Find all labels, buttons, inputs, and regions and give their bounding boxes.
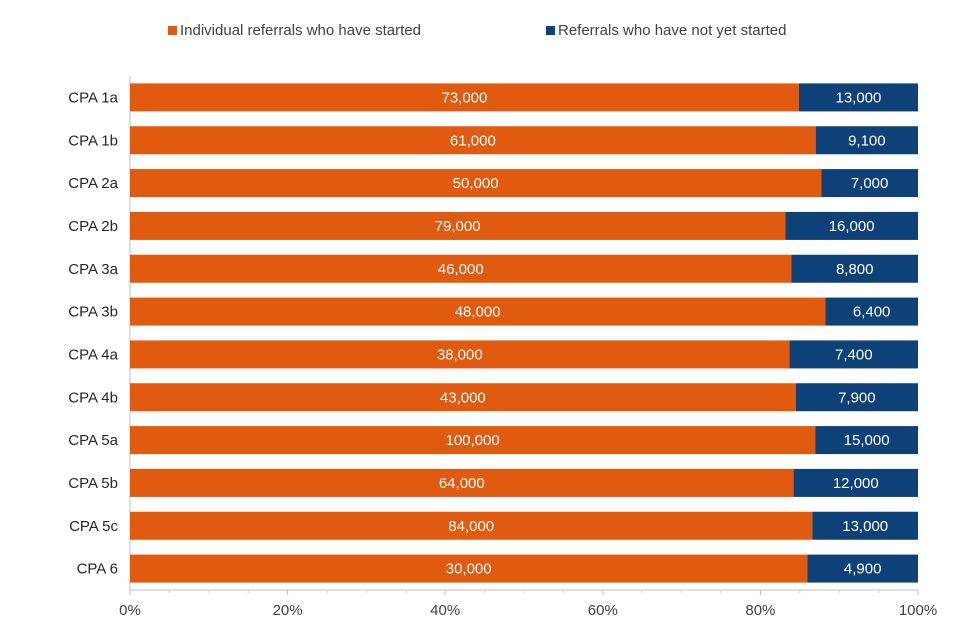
data-label-started: 50,000 xyxy=(453,175,499,192)
bar-not-started xyxy=(815,126,918,155)
bar-started xyxy=(130,511,813,540)
data-label-not-started: 4,900 xyxy=(844,561,882,578)
bar-started xyxy=(130,169,822,198)
bar-started xyxy=(130,554,808,583)
bar-not-started xyxy=(815,426,918,455)
bar-started xyxy=(130,383,796,412)
category-label: CPA 2b xyxy=(68,218,118,235)
data-label-started: 100,000 xyxy=(445,432,499,449)
data-label-not-started: 15,000 xyxy=(844,432,890,449)
category-label: CPA 3a xyxy=(68,261,118,278)
bar-not-started xyxy=(789,340,918,369)
data-label-not-started: 9,100 xyxy=(848,132,886,149)
data-label-started: 64,000 xyxy=(439,475,485,492)
category-label: CPA 5b xyxy=(68,475,118,492)
category-label: CPA 3b xyxy=(68,304,118,321)
bar-started xyxy=(130,426,816,455)
category-label: CPA 4b xyxy=(68,389,118,406)
category-label: CPA 5a xyxy=(68,432,118,449)
data-label-not-started: 13,000 xyxy=(835,89,881,106)
bar-started xyxy=(130,211,786,240)
bar-started xyxy=(130,297,826,326)
data-label-not-started: 12,000 xyxy=(833,475,879,492)
data-label-started: 73,000 xyxy=(441,89,487,106)
legend-swatch-started xyxy=(168,26,177,35)
bar-started xyxy=(130,83,799,112)
legend: Individual referrals who have started Re… xyxy=(0,22,960,42)
category-label: CPA 1b xyxy=(68,132,118,149)
data-label-started: 38,000 xyxy=(437,346,483,363)
legend-item-not-started: Referrals who have not yet started xyxy=(546,22,786,39)
bar-not-started xyxy=(798,83,918,112)
data-label-started: 79,000 xyxy=(435,218,481,235)
category-label: CPA 6 xyxy=(77,561,118,578)
x-tick-label: 20% xyxy=(273,602,303,619)
bar-not-started xyxy=(793,468,918,497)
category-label: CPA 2a xyxy=(68,175,118,192)
data-label-not-started: 6,400 xyxy=(853,304,891,321)
x-tick-label: 40% xyxy=(430,602,460,619)
category-label: CPA 1a xyxy=(68,89,118,106)
bar-started xyxy=(130,254,792,283)
bar-not-started xyxy=(821,169,918,198)
bar-started xyxy=(130,340,790,369)
data-label-started: 43,000 xyxy=(440,389,486,406)
x-tick-label: 80% xyxy=(745,602,775,619)
x-tick-label: 100% xyxy=(899,602,937,619)
legend-swatch-not-started xyxy=(546,26,555,35)
data-label-started: 61,000 xyxy=(450,132,496,149)
category-label: CPA 5c xyxy=(69,518,118,535)
x-tick-label: 0% xyxy=(119,602,141,619)
x-tick-label: 60% xyxy=(588,602,618,619)
bar-started xyxy=(130,468,794,497)
legend-item-started: Individual referrals who have started xyxy=(168,22,421,39)
category-label: CPA 4a xyxy=(68,346,118,363)
bar-not-started xyxy=(791,254,918,283)
data-label-not-started: 7,400 xyxy=(835,346,873,363)
data-label-started: 30,000 xyxy=(446,561,492,578)
data-label-not-started: 7,000 xyxy=(851,175,889,192)
data-label-started: 84,000 xyxy=(448,518,494,535)
bar-not-started xyxy=(807,554,918,583)
data-label-started: 46,000 xyxy=(438,261,484,278)
data-label-started: 48,000 xyxy=(455,304,501,321)
bar-not-started xyxy=(785,211,918,240)
data-label-not-started: 8,800 xyxy=(836,261,874,278)
bar-started xyxy=(130,126,816,155)
data-label-not-started: 7,900 xyxy=(838,389,876,406)
legend-label-not-started: Referrals who have not yet started xyxy=(558,22,787,39)
legend-label-started: Individual referrals who have started xyxy=(180,22,421,39)
data-label-not-started: 16,000 xyxy=(829,218,875,235)
bar-not-started xyxy=(812,511,918,540)
data-label-not-started: 13,000 xyxy=(842,518,888,535)
bar-not-started xyxy=(825,297,918,326)
bar-not-started xyxy=(795,383,918,412)
